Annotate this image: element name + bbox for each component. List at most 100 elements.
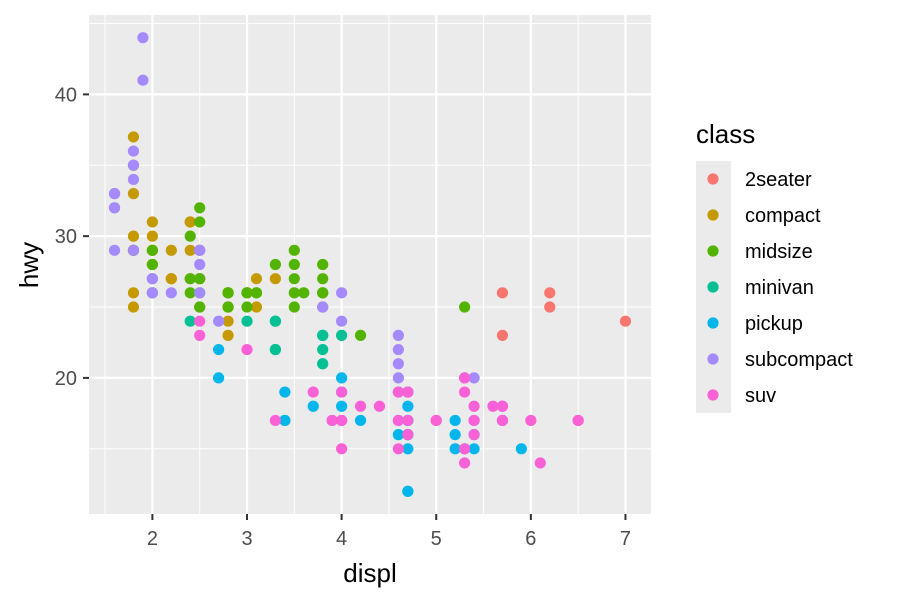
data-point-pickup (213, 343, 225, 356)
legend-key-minivan (707, 281, 719, 293)
data-point-midsize (194, 273, 206, 285)
data-point-compact (127, 301, 140, 313)
data-point-subcompact (146, 273, 158, 285)
data-point-midsize (146, 244, 158, 256)
legend-label: midsize (745, 241, 813, 263)
data-point-suv (468, 400, 480, 412)
data-point-suv (430, 414, 442, 427)
data-point-minivan (317, 358, 329, 370)
x-tick-label: 7 (620, 528, 631, 550)
data-point-pickup (336, 400, 348, 412)
data-point-compact (165, 273, 177, 285)
data-point-suv (487, 400, 499, 412)
data-point-pickup (279, 414, 291, 427)
y-tick-label: 20 (55, 368, 77, 390)
data-point-subcompact (137, 32, 149, 44)
data-point-suv (459, 386, 471, 398)
data-point-pickup (515, 443, 527, 455)
legend-label: minivan (745, 277, 814, 299)
data-point-subcompact (213, 315, 225, 327)
data-point-suv (534, 457, 546, 469)
data-point-compact (184, 244, 196, 256)
x-tick-label: 2 (147, 528, 158, 550)
x-tick-label: 6 (525, 528, 536, 550)
data-point-midsize (354, 329, 367, 341)
legend-key-compact (707, 209, 719, 221)
data-point-suv (354, 400, 367, 412)
data-point-pickup (336, 372, 348, 384)
data-point-subcompact (392, 358, 404, 370)
data-point-subcompact (127, 173, 140, 186)
data-point-midsize (184, 273, 196, 285)
data-point-suv (402, 386, 414, 398)
data-point-suv (336, 386, 348, 398)
data-point-midsize (317, 287, 329, 299)
data-point-subcompact (127, 159, 140, 171)
data-point-suv (459, 457, 471, 469)
data-point-compact (250, 301, 263, 313)
y-tick-label: 30 (55, 226, 77, 248)
y-axis-title: hwy (14, 242, 44, 288)
data-point-midsize (222, 287, 234, 299)
data-point-subcompact (108, 244, 121, 256)
data-point-subcompact (336, 315, 348, 327)
data-points (108, 32, 632, 497)
data-point-suv (194, 315, 206, 327)
data-point-suv (326, 414, 338, 427)
data-point-subcompact (194, 244, 206, 256)
data-point-suv (194, 329, 206, 341)
legend-label: pickup (745, 313, 803, 335)
data-point-subcompact (165, 287, 177, 299)
data-point-subcompact (392, 372, 404, 384)
data-point-suv (392, 414, 404, 427)
plot-panel (89, 15, 651, 514)
data-point-pickup (402, 485, 414, 497)
data-point-2seater (544, 287, 556, 299)
data-point-pickup (402, 443, 414, 455)
data-point-2seater (619, 315, 632, 327)
data-point-subcompact (336, 287, 348, 299)
data-point-suv (336, 443, 348, 455)
data-point-suv (496, 414, 509, 427)
data-point-midsize (222, 301, 234, 313)
legend-key-suv (707, 389, 719, 401)
data-point-subcompact (317, 301, 329, 313)
data-point-pickup (449, 429, 461, 441)
data-point-compact (250, 273, 263, 285)
data-point-suv (496, 400, 509, 412)
data-point-minivan (269, 343, 281, 356)
data-point-subcompact (194, 287, 206, 299)
data-point-compact (127, 188, 140, 200)
y-tick-label: 40 (55, 84, 77, 106)
data-point-midsize (288, 273, 300, 285)
data-point-subcompact (146, 287, 158, 299)
data-point-midsize (241, 287, 253, 299)
data-point-subcompact (108, 202, 121, 214)
data-point-suv (336, 414, 348, 427)
data-point-subcompact (127, 145, 140, 157)
data-point-midsize (194, 301, 206, 313)
data-point-midsize (317, 258, 329, 271)
data-point-subcompact (108, 188, 121, 200)
data-point-subcompact (392, 329, 404, 341)
data-point-subcompact (127, 244, 140, 256)
data-point-pickup (213, 372, 225, 384)
data-point-minivan (336, 329, 348, 341)
data-point-suv (468, 429, 480, 441)
data-point-subcompact (137, 74, 149, 86)
legend-key-pickup (707, 317, 719, 329)
data-point-suv (392, 386, 404, 398)
x-axis-title: displ (343, 558, 396, 588)
data-point-suv (402, 429, 414, 441)
data-point-midsize (298, 287, 310, 299)
data-point-pickup (468, 443, 480, 455)
data-point-midsize (194, 216, 206, 228)
data-point-midsize (288, 258, 300, 271)
data-point-suv (373, 400, 386, 412)
legend-key-midsize (707, 245, 719, 257)
data-point-midsize (459, 301, 471, 313)
data-point-midsize (184, 230, 196, 242)
data-point-suv (392, 443, 404, 455)
data-point-pickup (279, 386, 291, 398)
